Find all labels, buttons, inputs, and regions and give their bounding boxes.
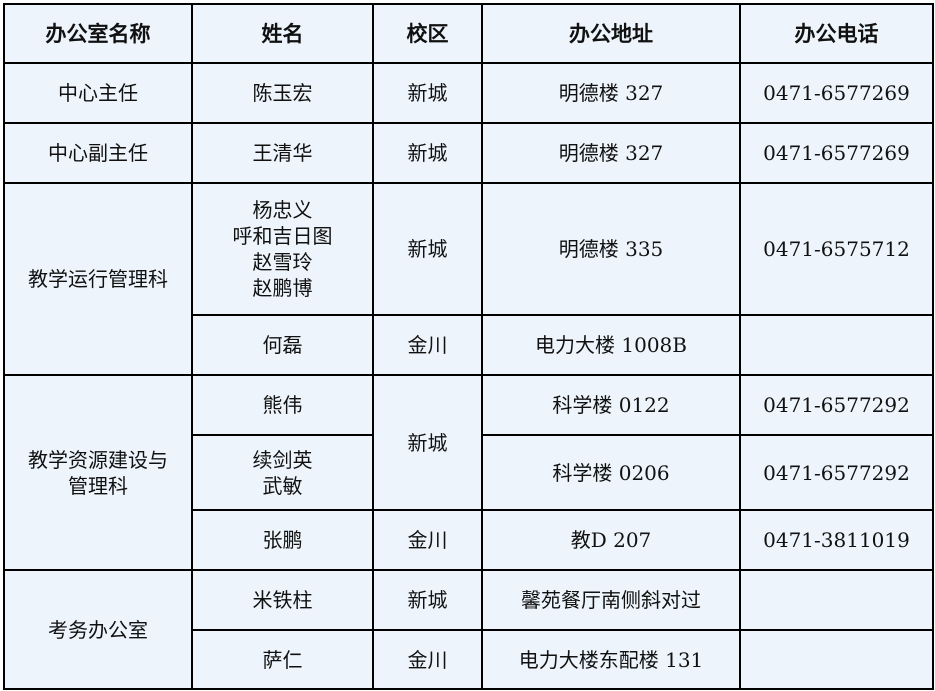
- office-cell: 考务办公室: [3, 569, 193, 690]
- name: 呼和吉日图: [232, 224, 333, 248]
- address-cell: 电力大楼 1008B: [481, 314, 741, 376]
- contact-table: 办公室名称 姓名 校区 办公地址 办公电话 中心主任 陈玉宏 新城 明德楼 32…: [3, 3, 934, 690]
- office-cell: 教学资源建设与 管理科: [3, 374, 193, 571]
- header-office: 办公室名称: [3, 3, 193, 64]
- name: 杨忠义: [252, 198, 313, 222]
- table-row: 何磊 金川 电力大楼 1008B: [4, 314, 934, 376]
- name: 赵鹏博: [252, 276, 313, 300]
- address-cell: 科学楼 0206: [481, 434, 741, 511]
- table-row: 中心主任 陈玉宏 新城 明德楼 327 0471-6577269: [3, 62, 934, 124]
- table-row: 张鹏 金川 教D 207 0471-3811019: [4, 509, 934, 571]
- table-row: 中心副主任 王清华 新城 明德楼 327 0471-6577269: [3, 122, 934, 184]
- campus-cell: 新城: [372, 122, 483, 184]
- header-name: 姓名: [191, 3, 374, 64]
- office-line: 管理科: [68, 473, 128, 498]
- name: 武敏: [262, 473, 303, 498]
- table-row: 教学运行管理科 杨忠义 呼和吉日图 赵雪玲 赵鹏博 新城 明德楼 335 047…: [3, 182, 934, 376]
- table-row: 萨仁 金川 电力大楼东配楼 131: [4, 629, 934, 690]
- table-row: 考务办公室 米铁柱 新城 馨苑餐厅南侧斜对过: [3, 569, 934, 690]
- address-cell: 明德楼 327: [481, 122, 741, 184]
- header-row: 办公室名称 姓名 校区 办公地址 办公电话: [3, 3, 934, 64]
- phone-cell: [739, 314, 934, 376]
- office-cell: 教学运行管理科: [3, 182, 193, 376]
- campus-cell: 金川: [372, 629, 483, 690]
- office-line: 教学资源建设与: [28, 447, 168, 472]
- name-cell: 陈玉宏: [191, 62, 374, 124]
- campus-cell: 新城: [372, 62, 483, 124]
- address-cell: 科学楼 0122: [481, 374, 741, 436]
- table-row: 教学资源建设与 管理科 熊伟 新城 科学楼 0122 0471-6577292: [3, 374, 934, 571]
- office-cell: 中心主任: [3, 62, 193, 124]
- campus-cell: 新城: [372, 569, 483, 631]
- phone-cell: [739, 629, 934, 690]
- name-cell: 续剑英 武敏: [191, 434, 374, 511]
- campus-cell: 新城: [372, 182, 483, 316]
- campus-cell: 金川: [372, 509, 483, 571]
- header-phone: 办公电话: [739, 3, 934, 64]
- name-cell: 萨仁: [191, 629, 374, 690]
- phone-cell: 0471-6577269: [739, 62, 934, 124]
- campus-cell: 金川: [372, 314, 483, 376]
- table-row: 续剑英 武敏 科学楼 0206 0471-6577292: [4, 434, 934, 511]
- name-cell: 杨忠义 呼和吉日图 赵雪玲 赵鹏博: [191, 182, 374, 316]
- campus-cell: 新城: [372, 374, 483, 511]
- name-cell: 熊伟: [191, 374, 374, 436]
- address-cell: 明德楼 335: [481, 182, 741, 316]
- name: 续剑英: [252, 447, 313, 472]
- name-cell: 王清华: [191, 122, 374, 184]
- phone-cell: 0471-6575712: [739, 182, 934, 316]
- header-address: 办公地址: [481, 3, 741, 64]
- phone-cell: 0471-6577269: [739, 122, 934, 184]
- name-cell: 米铁柱: [191, 569, 374, 631]
- name: 赵雪玲: [252, 250, 313, 274]
- address-cell: 馨苑餐厅南侧斜对过: [481, 569, 741, 631]
- address-cell: 电力大楼东配楼 131: [481, 629, 741, 690]
- office-cell: 中心副主任: [3, 122, 193, 184]
- name-cell: 张鹏: [191, 509, 374, 571]
- phone-cell: 0471-3811019: [739, 509, 934, 571]
- address-cell: 教D 207: [481, 509, 741, 571]
- phone-cell: 0471-6577292: [739, 434, 934, 511]
- address-cell: 明德楼 327: [481, 62, 741, 124]
- name-cell: 何磊: [191, 314, 374, 376]
- phone-cell: [739, 569, 934, 631]
- header-campus: 校区: [372, 3, 483, 64]
- phone-cell: 0471-6577292: [739, 374, 934, 436]
